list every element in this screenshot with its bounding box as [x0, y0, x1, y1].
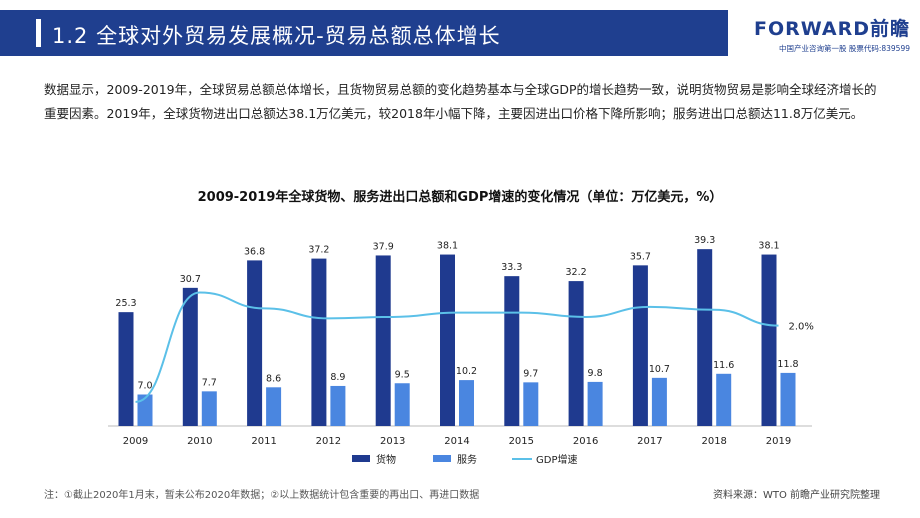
x-tick-label: 2017 — [637, 436, 662, 447]
logo-brand: FORWARD前瞻 — [754, 18, 910, 40]
legend-goods-swatch — [352, 455, 370, 462]
goods-bar — [697, 249, 713, 426]
x-tick-label: 2009 — [123, 436, 148, 447]
gdp-end-label: 2.0% — [789, 322, 814, 333]
goods-bar — [182, 287, 198, 426]
service-bar — [780, 372, 796, 426]
x-tick-label: 2012 — [316, 436, 341, 447]
service-value-label: 9.8 — [588, 368, 603, 379]
service-bar — [716, 373, 732, 426]
x-tick-label: 2010 — [187, 436, 212, 447]
goods-value-label: 32.2 — [566, 267, 587, 278]
service-value-label: 7.0 — [137, 381, 152, 392]
service-value-label: 11.6 — [713, 360, 734, 371]
goods-bar — [118, 312, 134, 426]
footnote: 注：①截止2020年1月末，暂未公布2020年数据；②以上数据统计包含重要的再出… — [44, 490, 480, 501]
goods-value-label: 38.1 — [437, 241, 458, 252]
goods-value-label: 37.2 — [308, 245, 329, 256]
service-value-label: 9.5 — [395, 369, 410, 380]
x-tick-label: 2014 — [444, 436, 469, 447]
goods-bar — [311, 258, 327, 426]
page-title: 1.2 全球对外贸易发展概况-贸易总额总体增长 — [52, 24, 501, 48]
goods-bar — [632, 265, 648, 426]
service-bar — [266, 387, 282, 426]
goods-bar — [375, 255, 391, 426]
goods-value-label: 36.8 — [244, 246, 265, 257]
service-value-label: 10.2 — [456, 366, 477, 377]
legend-services-swatch — [433, 455, 451, 462]
service-value-label: 9.7 — [523, 368, 538, 379]
service-bar — [523, 382, 539, 426]
gdp-growth-line — [135, 291, 779, 403]
service-bar — [587, 381, 603, 426]
x-tick-label: 2019 — [766, 436, 791, 447]
title-accent — [36, 19, 41, 47]
x-tick-label: 2013 — [380, 436, 405, 447]
service-bar — [137, 394, 153, 426]
goods-value-label: 38.1 — [758, 241, 779, 252]
x-tick-label: 2016 — [573, 436, 598, 447]
service-value-label: 8.9 — [330, 372, 345, 383]
goods-value-label: 39.3 — [694, 235, 715, 246]
legend-goods-label: 货物 — [376, 453, 396, 466]
service-value-label: 11.8 — [777, 359, 798, 370]
x-tick-label: 2011 — [251, 436, 276, 447]
goods-bar — [440, 254, 455, 426]
service-value-label: 10.7 — [649, 364, 670, 375]
goods-value-label: 33.3 — [501, 262, 522, 273]
x-tick-label: 2015 — [509, 436, 534, 447]
x-tick-label: 2018 — [701, 436, 726, 447]
chart-title: 2009-2019年全球货物、服务进出口总额和GDP增速的变化情况（单位：万亿美… — [197, 190, 723, 205]
service-bar — [394, 383, 410, 426]
service-value-label: 7.7 — [202, 377, 217, 388]
goods-bar — [761, 254, 777, 426]
goods-value-label: 30.7 — [180, 274, 201, 285]
legend-gdp-label: GDP增速 — [536, 453, 577, 466]
service-value-label: 8.6 — [266, 373, 281, 384]
goods-value-label: 35.7 — [630, 251, 651, 262]
goods-bar — [568, 281, 584, 426]
service-bar — [459, 380, 474, 426]
title-bar: 1.2 全球对外贸易发展概况-贸易总额总体增长 — [0, 10, 728, 56]
legend-services-label: 服务 — [457, 453, 477, 466]
goods-value-label: 37.9 — [373, 241, 394, 252]
service-bar — [651, 377, 667, 426]
summary-paragraph: 数据显示，2009-2019年，全球贸易总额总体增长，且货物贸易总额的变化趋势基… — [44, 82, 877, 121]
logo-subtitle: 中国产业咨询第一股 股票代码:839599 — [778, 44, 910, 53]
service-bar — [201, 391, 217, 426]
service-bar — [330, 385, 346, 426]
source-note: 资料来源：WTO 前瞻产业研究院整理 — [712, 490, 880, 501]
slide-header: 1.2 全球对外贸易发展概况-贸易总额总体增长 FORWARD前瞻 中国产业咨询… — [0, 0, 920, 64]
goods-value-label: 25.3 — [115, 298, 136, 309]
goods-bar — [247, 260, 263, 426]
goods-bar — [504, 276, 520, 426]
company-logo: FORWARD前瞻 中国产业咨询第一股 股票代码:839599 — [740, 14, 910, 54]
